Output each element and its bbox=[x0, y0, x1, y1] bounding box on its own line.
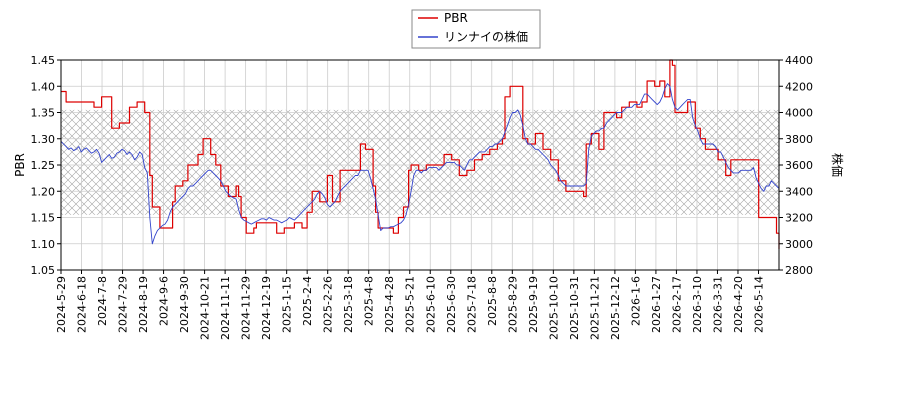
x-tick-label: 2025-9-19 bbox=[527, 276, 540, 333]
right-axis-label: 株価 bbox=[830, 153, 845, 177]
x-tick-label: 2025-5-21 bbox=[404, 276, 417, 333]
left-tick-label: 1.30 bbox=[31, 133, 56, 146]
left-tick-label: 1.25 bbox=[31, 159, 56, 172]
legend-box bbox=[411, 9, 541, 49]
price-series-line bbox=[60, 83, 780, 245]
pbr-range-band bbox=[61, 109, 779, 215]
x-tick-label: 2026-3-10 bbox=[691, 276, 704, 333]
x-tick-label: 2026-2-17 bbox=[670, 276, 683, 333]
x-tick-label: 2025-8-8 bbox=[486, 276, 499, 326]
x-tick-label: 2024-11-29 bbox=[240, 276, 253, 340]
x-tick-label: 2024-11-11 bbox=[219, 276, 232, 340]
right-tick-label: 3400 bbox=[785, 185, 813, 198]
right-axis-ticks: 2800 3000 3200 3400 3600 3800 4000 4200 4400 bbox=[779, 54, 813, 277]
left-tick-label: 1.10 bbox=[31, 238, 56, 251]
x-tick-label: 2025-11-21 bbox=[588, 276, 601, 340]
x-axis-ticks: 2024-5-29 2024-6-18 2024-7-8 2024-7-29 2024-… bbox=[55, 270, 765, 340]
x-tick-label: 2024-8-19 bbox=[137, 276, 150, 333]
x-tick-label: 2024-12-19 bbox=[260, 276, 273, 340]
x-tick-label: 2025-4-8 bbox=[363, 276, 376, 326]
x-tick-label: 2026-3-31 bbox=[711, 276, 724, 333]
pbr-series-line bbox=[61, 59, 780, 249]
x-tick-label: 2024-6-18 bbox=[76, 276, 89, 333]
x-tick-label: 2025-6-30 bbox=[445, 276, 458, 333]
x-tick-label: 2025-4-28 bbox=[383, 276, 396, 333]
x-tick-label: 2025-10-31 bbox=[568, 276, 581, 340]
legend-price-label: リンナイの株価 bbox=[444, 29, 528, 44]
x-tick-label: 2024-10-21 bbox=[199, 276, 212, 340]
x-tick-label: 2025-12-12 bbox=[609, 276, 622, 340]
x-tick-label: 2026-4-20 bbox=[732, 276, 745, 333]
x-tick-label: 2024-7-29 bbox=[117, 276, 130, 333]
left-tick-label: 1.35 bbox=[31, 107, 56, 120]
x-tick-label: 2024-9-30 bbox=[178, 276, 191, 333]
x-tick-label: 2025-1-15 bbox=[281, 276, 294, 333]
x-tick-label: 2025-2-26 bbox=[322, 276, 335, 333]
series-lines bbox=[60, 59, 780, 249]
x-tick-label: 2025-6-10 bbox=[424, 276, 437, 333]
right-tick-label: 2800 bbox=[785, 264, 813, 277]
x-tick-label: 2025-10-10 bbox=[547, 276, 560, 340]
right-tick-label: 3800 bbox=[785, 133, 813, 146]
left-tick-label: 1.05 bbox=[31, 264, 56, 277]
x-tick-label: 2024-9-6 bbox=[158, 276, 171, 326]
x-tick-label: 2026-5-14 bbox=[752, 276, 765, 333]
x-tick-label: 2024-5-29 bbox=[55, 276, 68, 333]
left-axis-ticks: 1.05 1.10 1.15 1.20 1.25 1.30 1.35 1.40 1.45 bbox=[31, 54, 61, 277]
x-tick-label: 2025-8-29 bbox=[506, 276, 519, 333]
left-tick-label: 1.40 bbox=[31, 80, 56, 93]
left-axis-label: PBR bbox=[13, 153, 27, 177]
x-tick-label: 2024-7-8 bbox=[96, 276, 109, 326]
left-tick-label: 1.45 bbox=[31, 54, 56, 67]
right-tick-label: 4200 bbox=[785, 80, 813, 93]
legend-pbr-label: PBR bbox=[444, 11, 468, 25]
x-tick-label: 2026-1-6 bbox=[629, 276, 642, 326]
left-tick-label: 1.20 bbox=[31, 185, 56, 198]
left-tick-label: 1.15 bbox=[31, 212, 56, 225]
legend: PBR リンナイの株価 bbox=[411, 9, 541, 49]
x-tick-label: 2025-2-4 bbox=[301, 276, 314, 326]
right-tick-label: 3000 bbox=[785, 238, 813, 251]
x-tick-label: 2025-7-18 bbox=[465, 276, 478, 333]
right-tick-label: 4400 bbox=[785, 54, 813, 67]
right-tick-label: 3600 bbox=[785, 159, 813, 172]
right-tick-label: 4000 bbox=[785, 107, 813, 120]
x-tick-label: 2026-1-27 bbox=[650, 276, 663, 333]
x-tick-label: 2025-3-18 bbox=[342, 276, 355, 333]
right-tick-label: 3200 bbox=[785, 212, 813, 225]
